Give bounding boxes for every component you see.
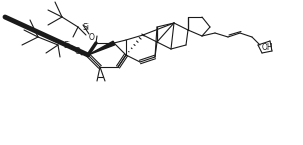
- Text: O: O: [89, 33, 95, 42]
- Text: Si: Si: [64, 40, 71, 49]
- Text: Si: Si: [82, 22, 89, 31]
- Text: O: O: [75, 47, 81, 56]
- Polygon shape: [88, 41, 115, 55]
- Text: OH: OH: [261, 44, 273, 52]
